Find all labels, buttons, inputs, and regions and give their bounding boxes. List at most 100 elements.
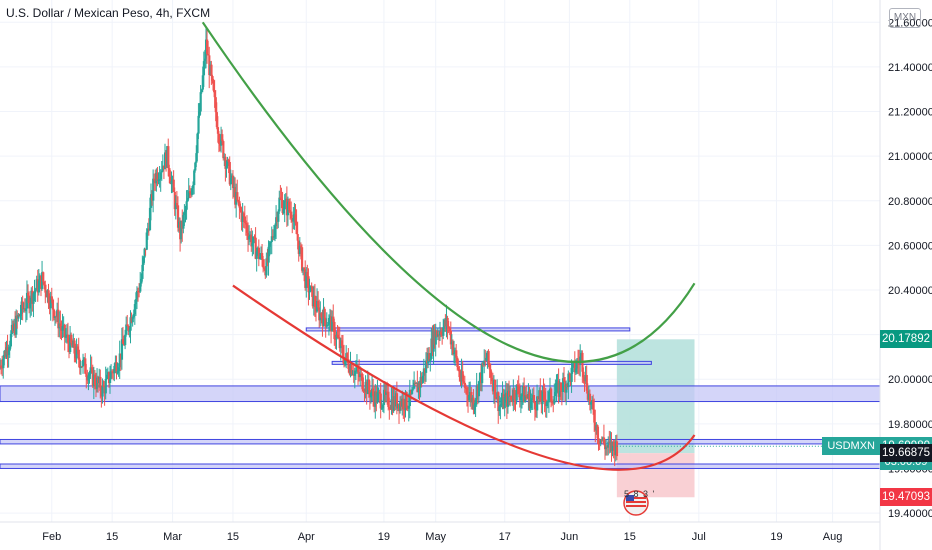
candle-body [313, 295, 317, 307]
candle-body [158, 179, 161, 181]
loss-zone [616, 453, 695, 498]
candle-body [117, 367, 120, 372]
candle-body [543, 391, 546, 400]
candle-body [201, 75, 204, 90]
candle-body [131, 317, 134, 323]
candle-body [309, 285, 312, 292]
candle-body [124, 334, 127, 346]
candle-body [211, 76, 214, 81]
candle-body [385, 391, 388, 395]
candle-body [292, 217, 295, 222]
y-tick-label: 21.20000 [888, 107, 932, 119]
candle-body [280, 198, 283, 201]
candle-body [288, 201, 291, 210]
candle-body [593, 409, 596, 423]
candle-body [104, 379, 107, 394]
candle-body [611, 441, 614, 451]
candle-body [102, 385, 105, 387]
candle-body [75, 346, 78, 359]
candle-body [357, 367, 360, 373]
candle-body [9, 333, 12, 347]
candle-body [612, 441, 615, 446]
candle-body [417, 383, 420, 393]
currency-scale-button[interactable]: MXN [889, 8, 921, 28]
event-flag-icon[interactable]: 5 8 3 ' [614, 489, 658, 517]
candle-body [435, 330, 438, 337]
candle-body [429, 358, 432, 361]
candle-body [148, 207, 152, 230]
candle-body [592, 400, 595, 410]
candle-body [388, 406, 391, 409]
candle-body [160, 170, 163, 173]
candle-body [481, 363, 484, 384]
candle-body [214, 97, 217, 113]
candle-body [145, 232, 148, 250]
candle-body [263, 267, 266, 269]
candle-body [296, 234, 299, 241]
candle-body [182, 215, 185, 229]
candle-body [265, 258, 268, 276]
x-tick-label: Mar [163, 531, 182, 543]
candle-body [555, 382, 558, 392]
candle-body [252, 236, 255, 244]
candle-body [568, 373, 571, 375]
x-tick-label: May [425, 531, 446, 543]
candle-body [346, 353, 349, 360]
candle-body [278, 197, 281, 212]
candle-body [174, 203, 177, 210]
candle-body [567, 373, 570, 388]
x-tick-label: 19 [378, 531, 390, 543]
candle-body [64, 336, 67, 338]
candle-body [57, 309, 60, 329]
candle-body [270, 236, 273, 242]
candle-body [141, 264, 144, 279]
candle-body [7, 350, 10, 355]
candle-body [193, 170, 196, 186]
candle-body [483, 360, 486, 366]
candle-body [107, 372, 111, 383]
candle-body [135, 291, 139, 300]
candle-body [579, 356, 582, 364]
candle-body [243, 216, 247, 223]
candle-body [333, 321, 336, 339]
x-tick-label: Jul [692, 531, 706, 543]
candle-body [295, 222, 298, 235]
candle-body [474, 399, 477, 405]
candle-body [257, 247, 261, 259]
candle-body [146, 228, 149, 233]
candle-body [69, 334, 72, 352]
x-tick-label: 19 [770, 531, 782, 543]
candle-body [290, 211, 293, 219]
candle-body [229, 178, 232, 185]
candle-body [197, 115, 200, 134]
candle-body [255, 251, 258, 259]
candle-body [503, 397, 506, 409]
candle-body [236, 192, 239, 201]
candle-body [344, 358, 347, 365]
y-tick-label: 21.40000 [888, 62, 932, 74]
candle-body [52, 309, 56, 318]
candle-body [335, 334, 338, 340]
candle-body [216, 127, 220, 134]
candle-body [565, 383, 568, 393]
candle-body [239, 207, 242, 211]
candle-body [238, 201, 241, 208]
candle-body [551, 401, 554, 403]
candle-body [2, 358, 5, 369]
candle-body [73, 340, 76, 354]
candle-body [413, 382, 416, 389]
candle-body [523, 385, 526, 403]
candle-body [528, 391, 531, 409]
candle-body [272, 236, 276, 238]
candle-body [15, 315, 18, 335]
candle-body [212, 80, 215, 91]
candle-body [105, 374, 108, 380]
candle-body [33, 291, 36, 294]
candle-body [484, 360, 487, 362]
candle-body [458, 369, 461, 378]
candle-body [559, 382, 562, 391]
candle-body [561, 378, 565, 392]
candle-body [473, 404, 476, 410]
